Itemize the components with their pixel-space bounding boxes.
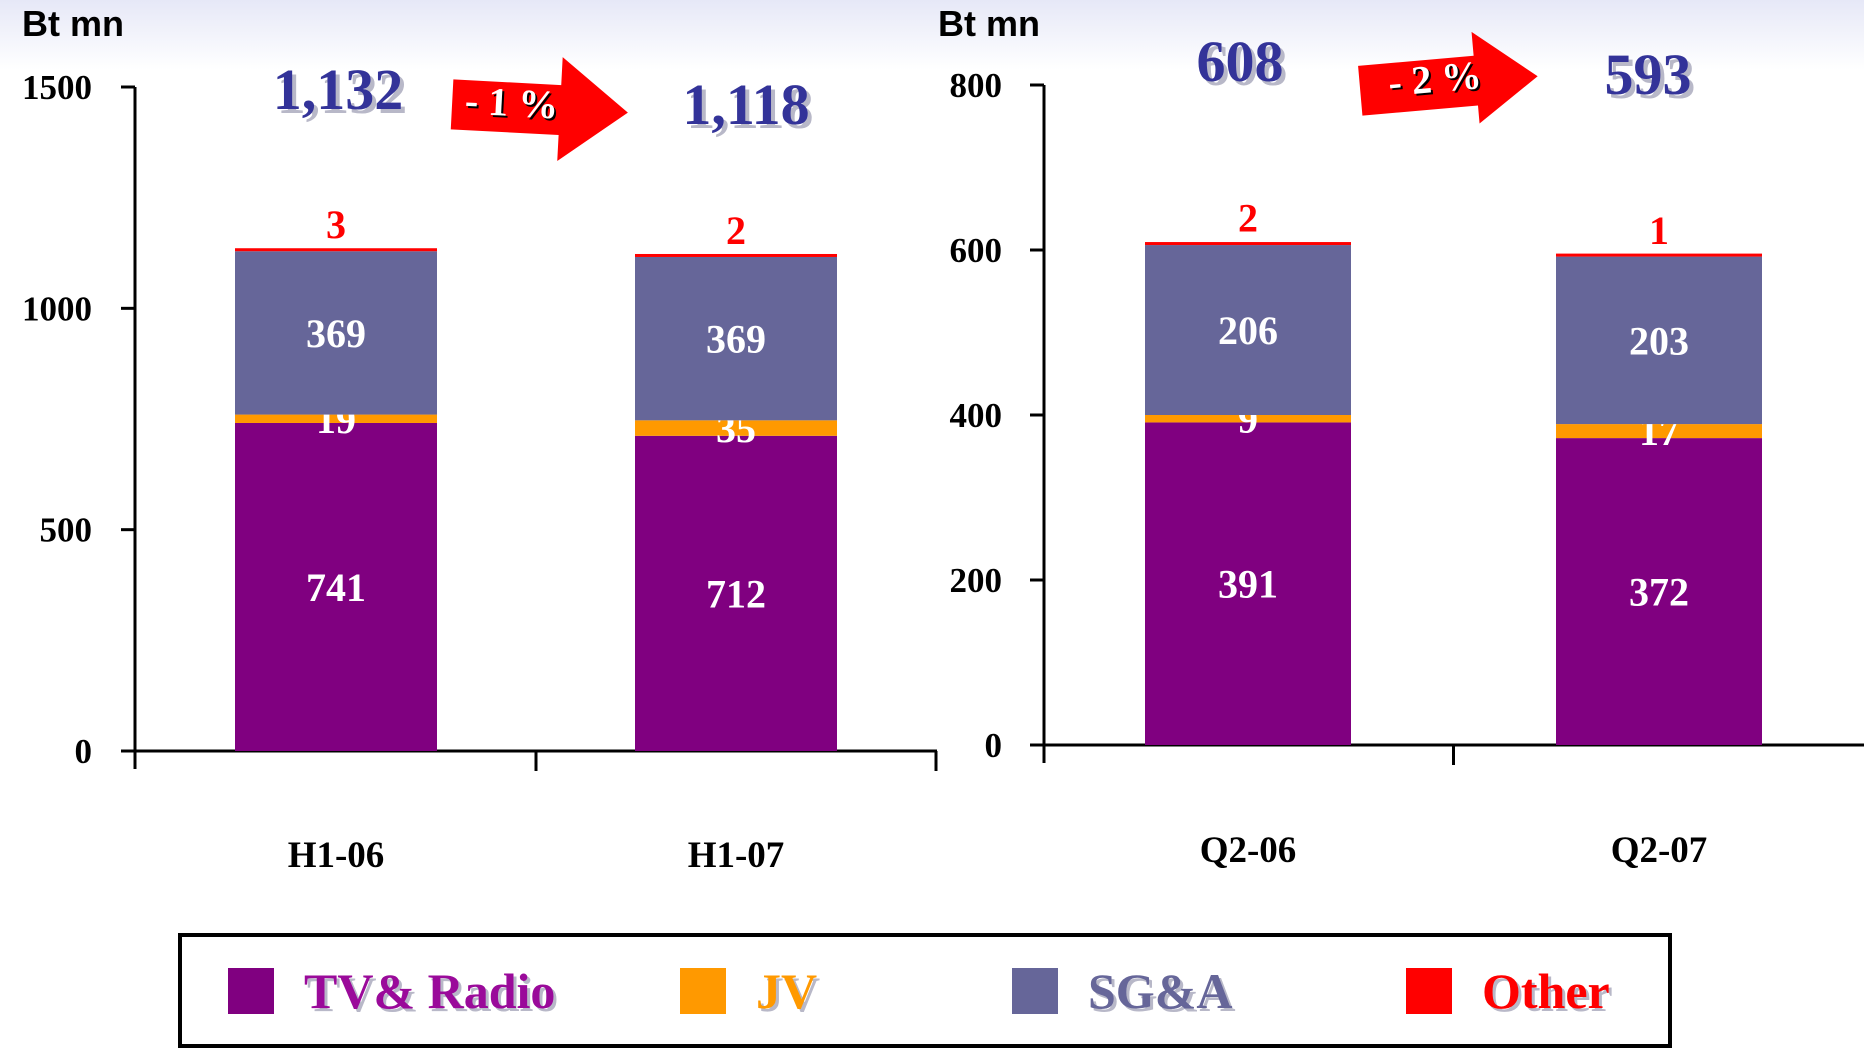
legend-item-tv-radio: TV& Radio [228,937,555,1044]
chart-1-label-h1-07-other: 2 [726,208,746,253]
legend-swatch-jv [680,967,726,1014]
chart-1-unit-label: Bt mn [22,3,124,44]
chart-1-total-shadow: 1,132 [277,61,408,126]
chart-2-ytick-label: 400 [950,396,1003,435]
legend-label-tv-radio: TV& Radio [304,962,556,1019]
chart-2-total-shadow: 608 [1201,33,1288,98]
chart-1-ytick-label: 1000 [22,289,92,328]
chart-2-label-q2-06-other: 2 [1238,195,1258,240]
chart-1-label-h1-06-tv-radio: 741 [306,565,366,610]
chart-1-label-h1-06-other: 3 [326,202,346,247]
chart-2-bar-q2-06-sga [1145,245,1351,415]
chart-1-category-h1-06: H1-06 [288,835,385,876]
chart-2-bar-q2-07-other [1556,253,1762,257]
chart-2-change-label: - 2 % [1386,52,1483,105]
chart-1-label-h1-07-sga: 369 [706,317,766,362]
chart-2-bar-q2-07-tv-radio [1556,438,1762,745]
chart-1-category-h1-07: H1-07 [688,835,785,876]
chart-2-label-q2-07-tv-radio: 372 [1629,570,1689,615]
chart-2-category-q2-06: Q2-06 [1200,830,1297,871]
chart-1-total-shadow: 1,118 [686,76,813,141]
chart-1-bar-h1-07-tv-radio [635,435,837,751]
chart-2-bar-q2-07-sga [1556,256,1762,425]
chart-1-label-h1-06-sga: 369 [306,311,366,356]
chart-2-change-shadow: - 2 % [1389,54,1486,107]
chart-1-total-h1-06: 1,132 [273,57,404,122]
legend-swatch-sga [1012,967,1058,1014]
chart-1-bar-h1-07-jv [635,420,837,436]
chart-2-total-q2-07: 593 [1605,42,1692,107]
chart-2-total-shadow: 593 [1609,46,1696,111]
chart-2-ytick-label: 600 [950,231,1003,270]
chart-2-bar-q2-06-tv-radio [1145,422,1351,745]
legend-item-sga: SG&A [1012,937,1232,1044]
chart-2-total-q2-06: 608 [1197,29,1284,94]
chart-2-category-q2-07: Q2-07 [1611,830,1708,871]
chart-2-ytick-label: 800 [950,66,1003,105]
chart-1-ytick-label: 0 [75,732,93,771]
legend: TV& Radio JV SG&A Other [178,933,1672,1048]
legend-label-sga: SG&A [1088,962,1233,1019]
chart-1-label-h1-07-tv-radio: 712 [706,571,766,616]
legend-label-other: Other [1482,962,1610,1019]
chart-2-change-arrow [1358,31,1538,124]
chart-1-change-shadow: - 1 % [466,80,562,130]
chart-1-bar-h1-07-other [635,253,837,257]
chart-2-ytick-label: 200 [950,561,1003,600]
chart-1-bar-h1-06-jv [235,414,437,423]
legend-item-other: Other [1406,937,1610,1044]
chart-1-bar-h1-06-other [235,248,437,252]
chart-1-change-label: - 1 % [464,78,560,128]
legend-item-jv: JV [680,937,817,1044]
chart-2-label-q2-06-tv-radio: 391 [1218,562,1278,607]
chart-2-bar-q2-06-other [1145,242,1351,246]
chart-1-bar-h1-07-sga [635,256,837,421]
chart-2-bar-q2-07-jv [1556,424,1762,439]
chart-1-bar-h1-06-tv-radio [235,422,437,751]
chart-2-label-q2-07-other: 1 [1649,208,1669,253]
chart-2-label-q2-06-sga: 206 [1218,308,1278,353]
legend-swatch-tv-radio [228,967,274,1014]
legend-label-jv: JV [756,962,818,1019]
chart-2-ytick-label: 0 [985,726,1003,765]
chart-1-ytick-label: 500 [40,511,93,550]
chart-2-unit-label: Bt mn [938,3,1040,44]
chart-2-label-q2-07-sga: 203 [1629,318,1689,363]
chart-1-bar-h1-06-sga [235,251,437,415]
chart-1-total-h1-07: 1,118 [682,72,809,137]
chart-2-bar-q2-06-jv [1145,415,1351,423]
chart-1-ytick-label: 1500 [22,68,92,107]
legend-swatch-other [1406,967,1452,1014]
chart-1-change-arrow [450,57,628,161]
